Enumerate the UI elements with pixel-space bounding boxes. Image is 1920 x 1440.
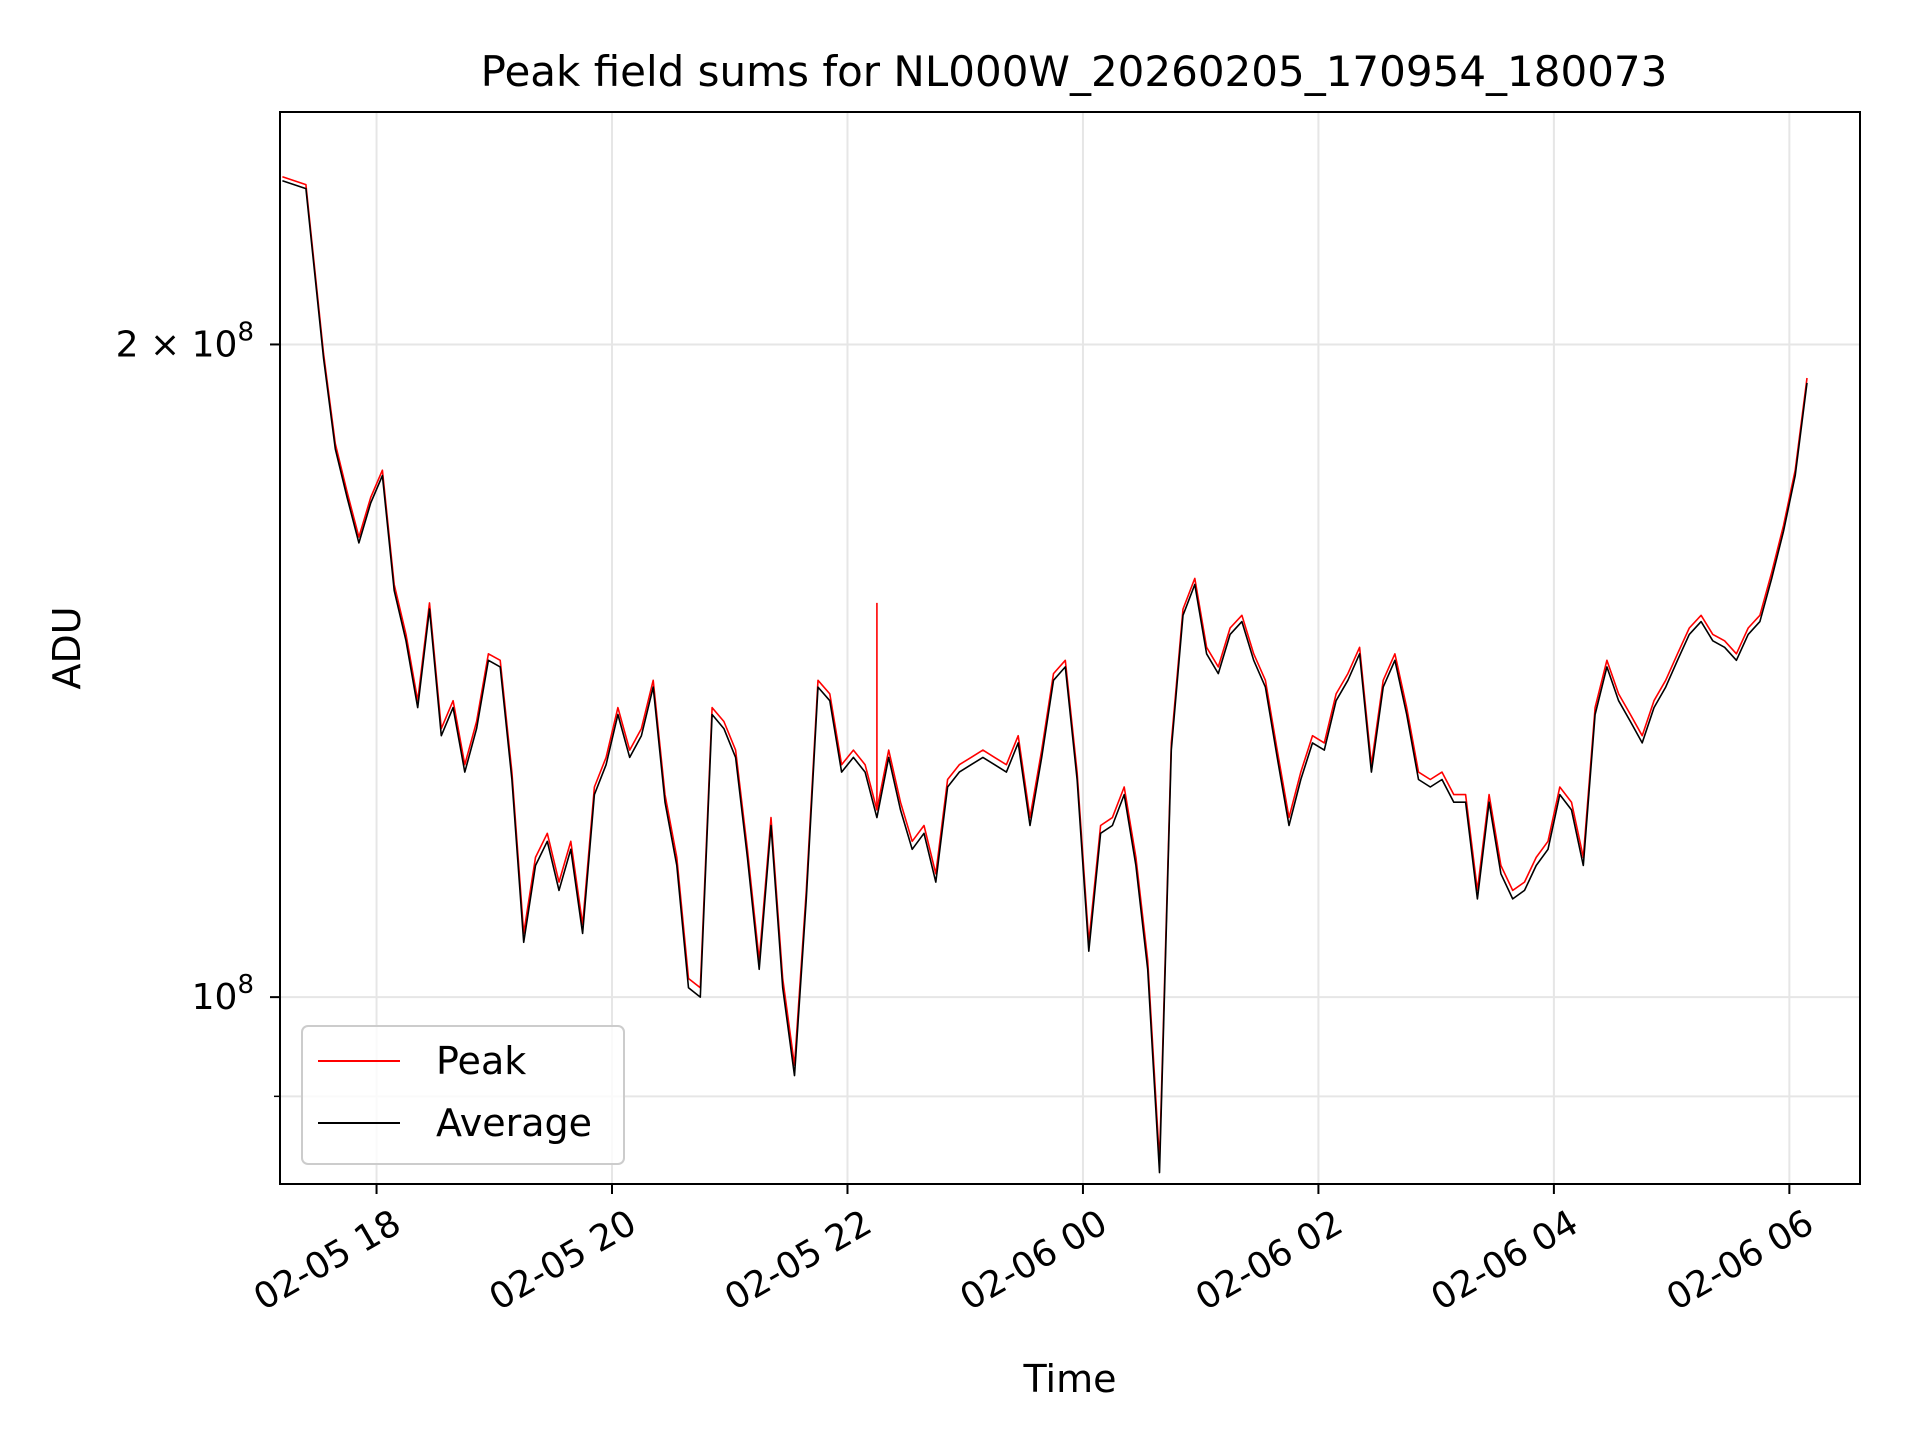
legend: Peak Average: [301, 1025, 625, 1165]
legend-label-peak: Peak: [436, 1039, 526, 1083]
legend-label-average: Average: [436, 1101, 592, 1145]
x-axis-label: Time: [1023, 1357, 1117, 1401]
y-tick-base: 10: [192, 977, 238, 1018]
y-tick-base: 10: [192, 324, 238, 365]
y-tick-exponent: 8: [237, 317, 254, 347]
grid: [280, 112, 1860, 1184]
y-tick-label: 108: [192, 970, 254, 1018]
series-line-average: [282, 179, 1808, 1174]
y-tick-label: 2 × 108: [116, 317, 254, 365]
y-tick-exponent: 8: [237, 970, 254, 1000]
series-group: [282, 175, 1808, 1174]
plot-area-frame: [279, 111, 1861, 1185]
chart-title: Peak field sums for NL000W_20260205_1709…: [481, 47, 1668, 96]
y-axis-label: ADU: [45, 606, 89, 689]
y-tick-mantissa: 2 ×: [116, 324, 192, 365]
series-line-peak: [282, 175, 1808, 1163]
